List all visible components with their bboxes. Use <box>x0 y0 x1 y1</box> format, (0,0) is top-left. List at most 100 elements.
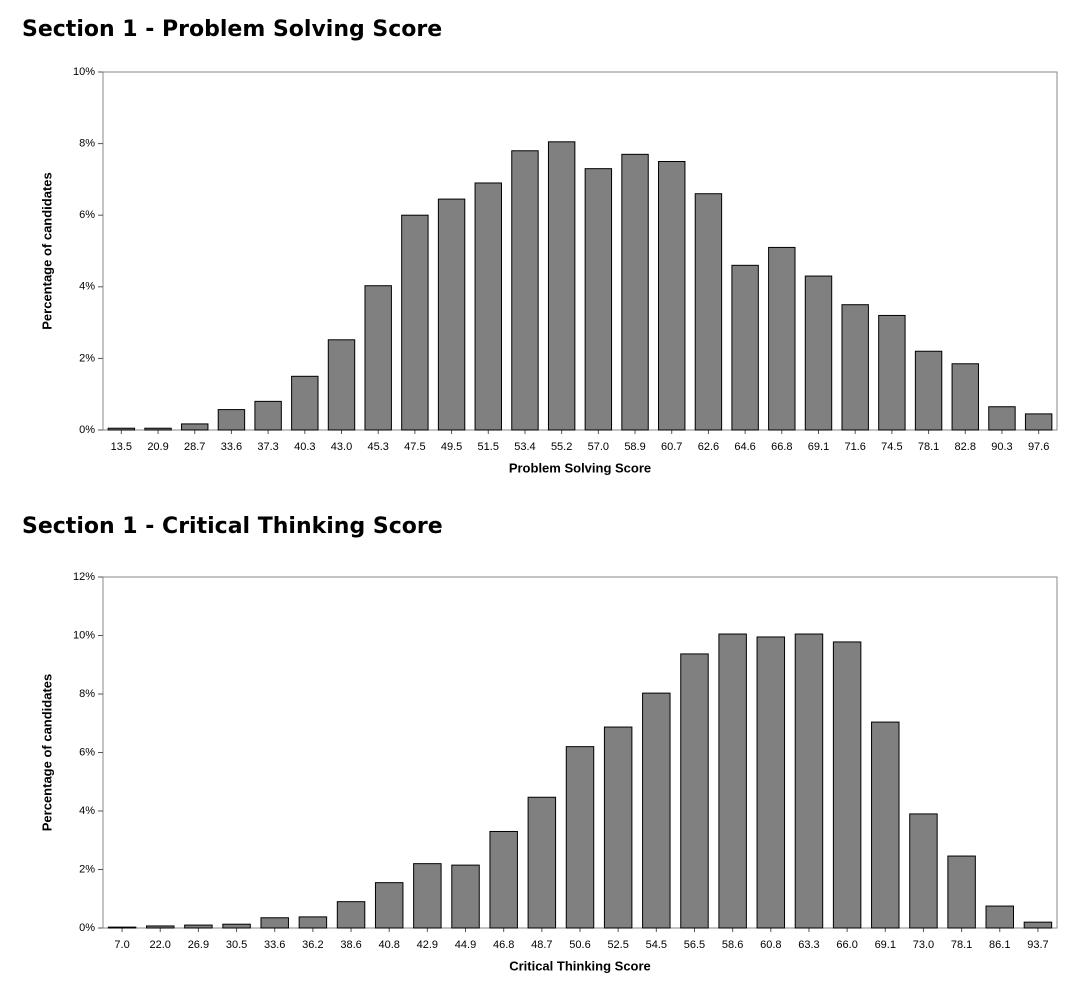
x-tick-label: 62.6 <box>698 441 719 453</box>
bar <box>511 150 539 431</box>
x-tick-label: 37.3 <box>257 441 278 453</box>
y-tick-label: 8% <box>79 138 95 150</box>
x-tick-label: 64.6 <box>734 441 755 453</box>
x-tick-label: 40.3 <box>294 441 315 453</box>
x-tick-label: 74.5 <box>881 441 902 453</box>
bar <box>718 633 747 929</box>
bar <box>584 168 613 431</box>
x-tick-label: 47.5 <box>404 441 425 453</box>
bar <box>947 855 976 929</box>
bar <box>603 726 633 929</box>
x-tick-label: 58.6 <box>722 939 743 951</box>
chart-title: Section 1 - Problem Solving Score <box>22 17 442 42</box>
bar <box>988 406 1016 431</box>
x-tick-label: 90.3 <box>991 441 1012 453</box>
bar <box>107 926 137 929</box>
x-tick-label: 38.6 <box>340 939 361 951</box>
x-tick-label: 49.5 <box>441 441 462 453</box>
y-tick-label: 2% <box>79 863 95 875</box>
bar <box>768 246 796 431</box>
x-tick-label: 86.1 <box>989 939 1010 951</box>
bar <box>878 314 906 431</box>
bar <box>731 264 759 431</box>
x-tick-label: 46.8 <box>493 939 514 951</box>
bar <box>1024 413 1053 431</box>
x-tick-label: 63.3 <box>798 939 819 951</box>
y-tick-label: 0% <box>79 922 95 934</box>
bar <box>1023 921 1053 929</box>
x-tick-label: 78.1 <box>918 441 939 453</box>
x-axis-label: Critical Thinking Score <box>509 958 651 973</box>
x-tick-label: 40.8 <box>378 939 399 951</box>
bar <box>184 924 213 929</box>
bar <box>144 427 172 431</box>
x-tick-label: 58.9 <box>624 441 645 453</box>
x-tick-label: 7.0 <box>114 939 129 951</box>
x-tick-label: 66.0 <box>836 939 857 951</box>
y-axis-label: Percentage of candidates <box>39 172 54 330</box>
bar <box>181 423 209 431</box>
bar <box>374 882 404 929</box>
x-tick-label: 71.6 <box>844 441 865 453</box>
bar <box>364 285 392 431</box>
bar <box>804 275 833 431</box>
x-tick-label: 42.9 <box>417 939 438 951</box>
bar <box>217 409 246 431</box>
x-tick-label: 20.9 <box>147 441 168 453</box>
bar <box>260 917 289 929</box>
bar <box>871 721 900 929</box>
bar <box>336 901 366 929</box>
y-tick-label: 6% <box>79 746 95 758</box>
x-tick-label: 69.1 <box>808 441 829 453</box>
bar <box>832 641 862 929</box>
bar <box>914 350 943 431</box>
x-tick-label: 52.5 <box>607 939 628 951</box>
x-tick-label: 22.0 <box>150 939 171 951</box>
y-tick-label: 6% <box>79 209 95 221</box>
bar <box>437 198 466 431</box>
x-tick-label: 60.8 <box>760 939 781 951</box>
x-tick-label: 36.2 <box>302 939 323 951</box>
bar <box>401 214 429 431</box>
bar <box>658 161 686 431</box>
bar <box>291 375 319 431</box>
x-tick-label: 33.6 <box>264 939 285 951</box>
x-tick-label: 69.1 <box>875 939 896 951</box>
bar <box>451 864 480 929</box>
x-tick-label: 93.7 <box>1027 939 1048 951</box>
bar <box>146 925 175 929</box>
plot-frame <box>102 71 1058 431</box>
x-tick-label: 48.7 <box>531 939 552 951</box>
y-tick-label: 8% <box>79 688 95 700</box>
x-tick-label: 45.3 <box>367 441 388 453</box>
x-tick-label: 44.9 <box>455 939 476 951</box>
bar <box>327 339 356 431</box>
bar <box>222 923 251 929</box>
bar <box>107 427 136 431</box>
x-tick-label: 78.1 <box>951 939 972 951</box>
x-axis-label: Problem Solving Score <box>509 460 651 475</box>
y-tick-label: 2% <box>79 352 95 364</box>
bar <box>621 153 649 431</box>
bar <box>547 141 576 431</box>
bar <box>474 182 502 431</box>
chart-title: Section 1 - Critical Thinking Score <box>22 514 443 539</box>
x-tick-label: 57.0 <box>588 441 609 453</box>
bar <box>298 916 328 929</box>
bar <box>756 636 786 929</box>
bar <box>642 692 671 929</box>
bar <box>680 653 709 929</box>
bar <box>565 746 595 929</box>
x-tick-label: 82.8 <box>955 441 976 453</box>
y-tick-label: 4% <box>79 805 95 817</box>
x-tick-label: 56.5 <box>684 939 705 951</box>
y-tick-label: 0% <box>79 424 95 436</box>
y-axis-label: Percentage of candidates <box>39 674 54 832</box>
y-tick-label: 10% <box>73 66 95 78</box>
y-tick-label: 12% <box>73 571 95 583</box>
x-tick-label: 97.6 <box>1028 441 1049 453</box>
x-tick-label: 73.0 <box>913 939 934 951</box>
bar <box>413 863 442 929</box>
bar <box>527 796 557 929</box>
